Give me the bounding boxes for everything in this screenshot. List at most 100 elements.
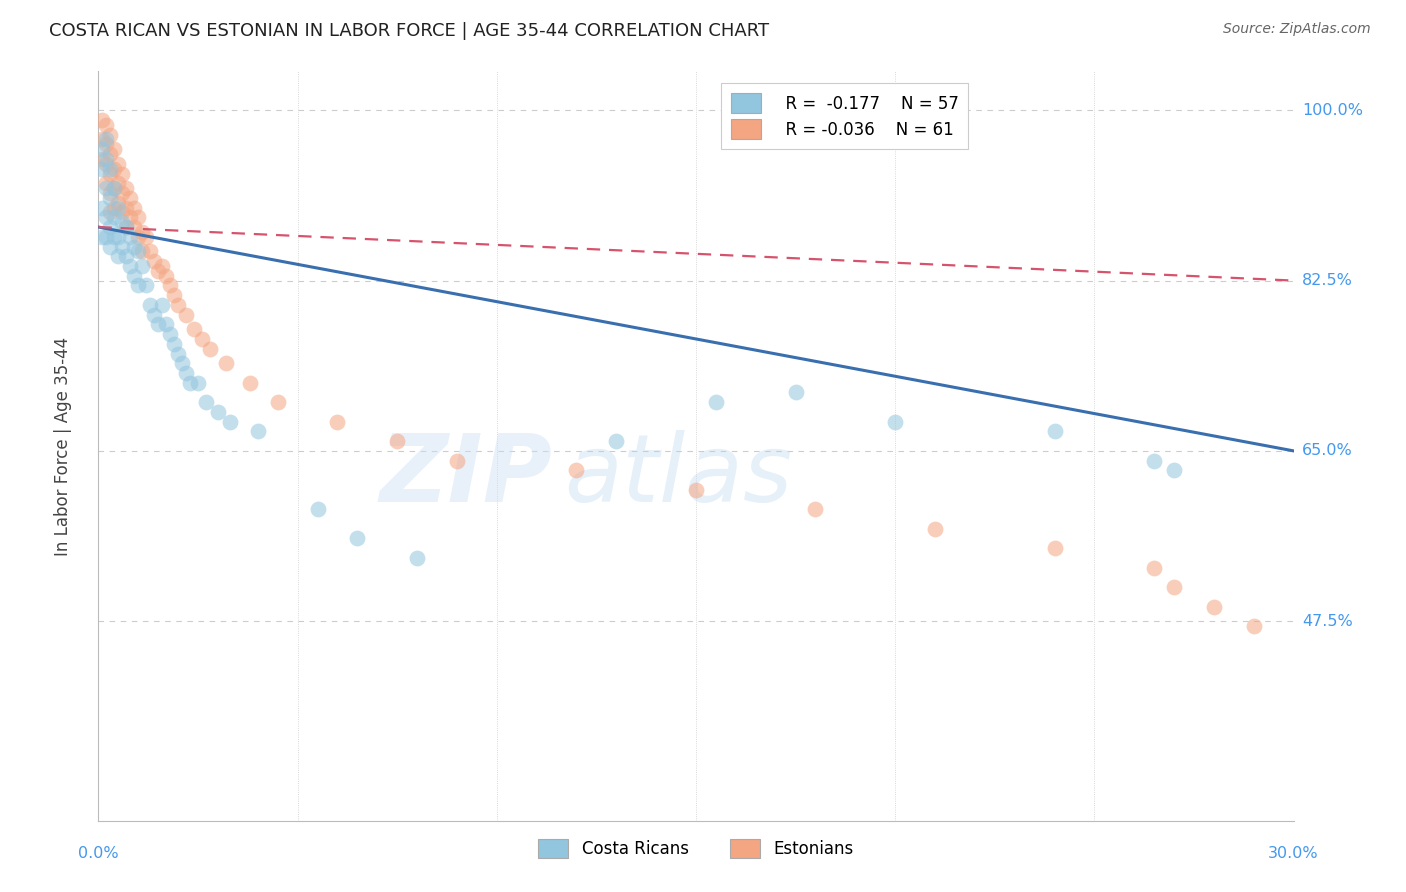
Point: [98, 186, 122, 200]
Point: [143, 254, 166, 268]
Point: [704, 395, 727, 409]
Text: ZIP: ZIP: [380, 430, 553, 522]
Legend: Costa Ricans, Estonians: Costa Ricans, Estonians: [531, 832, 860, 864]
Point: [124, 268, 146, 283]
Point: [111, 186, 134, 200]
Point: [91, 201, 114, 215]
Point: [96, 229, 118, 244]
Text: 100.0%: 100.0%: [1302, 103, 1362, 118]
Point: [163, 288, 186, 302]
Point: [131, 225, 153, 239]
Point: [98, 220, 122, 235]
Point: [924, 522, 946, 536]
Point: [124, 220, 146, 235]
Point: [96, 137, 118, 152]
Point: [111, 215, 134, 229]
Point: [111, 239, 134, 253]
Text: COSTA RICAN VS ESTONIAN IN LABOR FORCE | AGE 35-44 CORRELATION CHART: COSTA RICAN VS ESTONIAN IN LABOR FORCE |…: [49, 22, 769, 40]
Point: [98, 239, 122, 253]
Point: [155, 318, 177, 332]
Point: [98, 205, 122, 219]
Point: [148, 264, 170, 278]
Point: [195, 395, 218, 409]
Point: [98, 161, 122, 176]
Point: [167, 298, 190, 312]
Point: [1043, 541, 1066, 556]
Point: [219, 415, 242, 429]
Point: [155, 268, 177, 283]
Point: [172, 356, 194, 370]
Point: [98, 167, 122, 181]
Point: [187, 376, 209, 390]
Point: [183, 322, 205, 336]
Point: [804, 502, 827, 516]
Point: [139, 298, 162, 312]
Point: [267, 395, 290, 409]
Point: [884, 415, 907, 429]
Point: [115, 249, 138, 263]
Point: [96, 181, 118, 195]
Point: [120, 191, 142, 205]
Point: [131, 244, 153, 259]
Point: [246, 425, 269, 439]
Point: [1163, 580, 1185, 594]
Point: [167, 346, 190, 360]
Point: [120, 259, 142, 273]
Point: [179, 376, 201, 390]
Point: [96, 132, 118, 146]
Point: [565, 463, 588, 477]
Point: [239, 376, 262, 390]
Point: [1202, 599, 1225, 614]
Point: [135, 278, 157, 293]
Point: [98, 147, 122, 161]
Point: [107, 195, 129, 210]
Point: [131, 259, 153, 273]
Point: [91, 152, 114, 166]
Point: [385, 434, 409, 449]
Point: [91, 142, 114, 156]
Point: [124, 239, 146, 253]
Point: [135, 229, 157, 244]
Point: [127, 244, 149, 259]
Point: [127, 229, 149, 244]
Point: [98, 191, 122, 205]
Text: 30.0%: 30.0%: [1268, 846, 1319, 861]
Point: [207, 405, 229, 419]
Point: [1243, 619, 1265, 633]
Text: 65.0%: 65.0%: [1302, 443, 1353, 458]
Point: [103, 142, 125, 156]
Point: [148, 318, 170, 332]
Point: [159, 278, 181, 293]
Point: [1143, 560, 1166, 574]
Point: [103, 201, 125, 215]
Point: [1043, 425, 1066, 439]
Text: 0.0%: 0.0%: [79, 846, 118, 861]
Point: [103, 161, 125, 176]
Point: [91, 161, 114, 176]
Point: [174, 366, 197, 380]
Point: [198, 342, 221, 356]
Point: [127, 211, 149, 225]
Point: [785, 385, 807, 400]
Point: [150, 259, 173, 273]
Point: [159, 327, 181, 342]
Point: [115, 220, 138, 235]
Point: [107, 229, 129, 244]
Text: Source: ZipAtlas.com: Source: ZipAtlas.com: [1223, 22, 1371, 37]
Point: [1143, 453, 1166, 467]
Point: [215, 356, 238, 370]
Point: [115, 220, 138, 235]
Point: [98, 128, 122, 142]
Point: [115, 201, 138, 215]
Text: atlas: atlas: [565, 431, 793, 522]
Point: [96, 152, 118, 166]
Point: [120, 211, 142, 225]
Point: [111, 167, 134, 181]
Point: [96, 176, 118, 190]
Point: [107, 176, 129, 190]
Point: [107, 157, 129, 171]
Text: 82.5%: 82.5%: [1302, 273, 1353, 288]
Point: [103, 181, 125, 195]
Point: [174, 308, 197, 322]
Point: [326, 415, 349, 429]
